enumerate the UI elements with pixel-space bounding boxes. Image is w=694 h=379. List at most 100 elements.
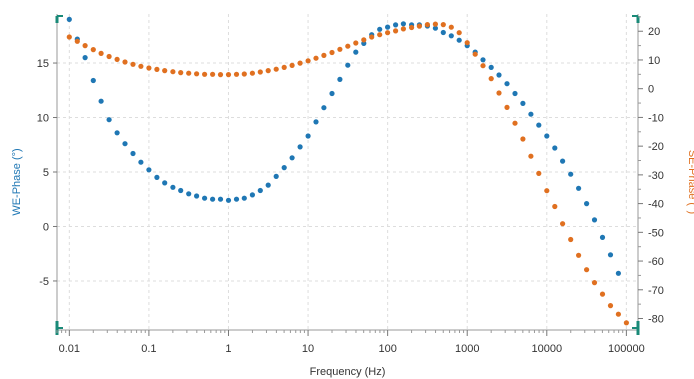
data-point (512, 120, 518, 126)
data-point (440, 29, 446, 36)
data-point (361, 37, 367, 43)
data-point (74, 38, 80, 44)
data-point (66, 34, 72, 40)
y-left-tick-label: 0 (43, 221, 49, 233)
data-point (369, 34, 375, 40)
x-tick-label: 100 (378, 343, 396, 355)
x-tick-label: 0.01 (59, 343, 80, 355)
data-point (162, 68, 168, 74)
data-point (440, 22, 446, 28)
data-point (281, 165, 287, 171)
y-right-tick-label: -10 (648, 112, 664, 124)
data-point (480, 57, 486, 63)
data-point (90, 47, 96, 53)
data-point (472, 51, 478, 57)
data-point (170, 184, 176, 190)
y-axis-left-label: WE-Phase (°) (11, 148, 23, 215)
y-left-tick-label: 5 (43, 167, 49, 179)
data-point (305, 133, 311, 139)
data-point (82, 55, 88, 61)
data-point (170, 69, 176, 75)
data-point (297, 144, 303, 150)
data-point (576, 252, 582, 258)
data-point (273, 66, 279, 72)
data-point (448, 24, 454, 30)
data-point (568, 236, 574, 243)
data-point (432, 21, 438, 27)
y-right-tick-label: -70 (648, 285, 664, 297)
data-point (186, 70, 192, 76)
series-se-phase (66, 21, 630, 326)
x-tick-label: 1000 (455, 343, 479, 355)
series (66, 16, 630, 326)
series-we-phase (66, 16, 622, 276)
data-point (82, 43, 88, 49)
data-point (353, 49, 359, 55)
data-point (154, 66, 160, 72)
data-point (576, 185, 582, 191)
y-right-tick-label: -20 (648, 141, 664, 153)
data-point (345, 62, 351, 68)
data-point (520, 100, 526, 106)
data-point (233, 71, 240, 77)
data-point (504, 81, 510, 87)
y-left-tick-label: 10 (37, 113, 49, 125)
data-point (273, 173, 279, 179)
data-point (448, 33, 454, 39)
data-point (146, 167, 152, 173)
data-point (416, 23, 422, 29)
y-left-tick-label: 15 (37, 58, 49, 70)
data-point (560, 221, 566, 227)
data-point (98, 98, 104, 104)
data-point (496, 90, 502, 96)
data-point (66, 16, 72, 22)
data-point (305, 58, 311, 64)
x-tick-label: 10 (302, 343, 314, 355)
data-point (186, 191, 192, 197)
data-point (560, 158, 566, 164)
data-point (138, 159, 144, 165)
data-point (400, 21, 406, 27)
data-point (552, 203, 558, 210)
data-point (257, 69, 263, 75)
data-point (591, 280, 598, 286)
data-point (599, 291, 606, 297)
data-point (217, 196, 224, 202)
data-point (241, 195, 247, 201)
data-point (202, 71, 208, 77)
axis-range-handle (632, 15, 640, 23)
y-right-tick-label: 0 (648, 84, 654, 96)
data-point (114, 56, 120, 63)
data-point (114, 130, 120, 136)
data-point (106, 53, 112, 60)
data-point (281, 64, 287, 70)
y-right-tick-label: -60 (648, 256, 664, 268)
data-point (424, 22, 430, 28)
data-point (210, 196, 216, 202)
data-point (591, 217, 598, 223)
data-point (178, 187, 184, 194)
data-point (337, 76, 343, 82)
data-point (122, 59, 128, 65)
data-point (265, 68, 271, 74)
data-point (345, 43, 351, 49)
data-point (488, 64, 494, 70)
data-point (98, 50, 104, 57)
y-right-tick-label: 20 (648, 26, 660, 38)
data-point (552, 145, 558, 151)
y-right-tick-label: 10 (648, 55, 660, 67)
data-point (289, 155, 295, 161)
data-point (512, 90, 518, 97)
data-point (393, 22, 399, 28)
data-point (584, 201, 590, 207)
data-point (162, 180, 168, 186)
data-point (130, 61, 136, 67)
data-point (225, 72, 232, 78)
data-point (584, 267, 590, 273)
data-point (138, 63, 144, 69)
data-point (377, 26, 383, 32)
data-point (106, 117, 112, 123)
data-point (321, 105, 327, 111)
axes (55, 14, 640, 335)
